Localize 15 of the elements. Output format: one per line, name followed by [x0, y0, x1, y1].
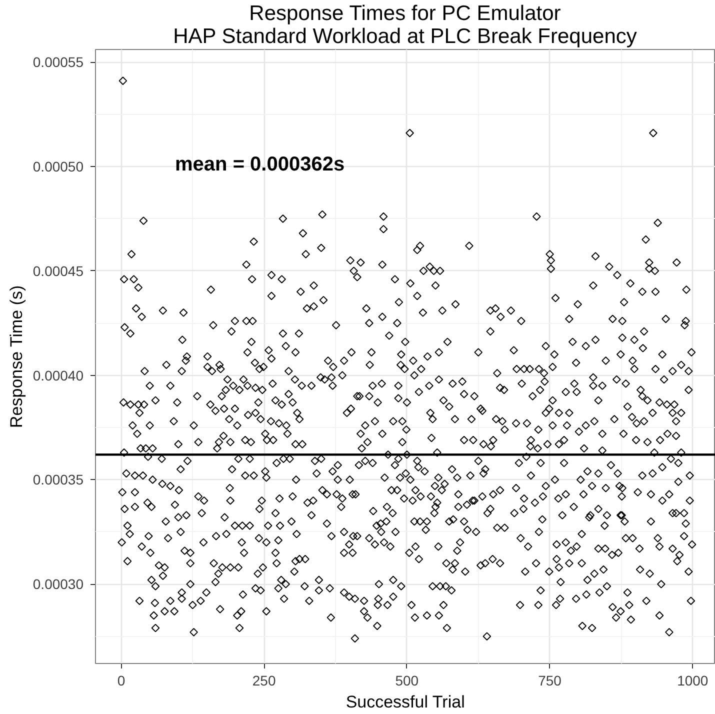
x-tick-label: 750 [538, 672, 562, 688]
y-tick-label: 0.00035 [32, 472, 84, 488]
y-tick-label: 0.00050 [32, 158, 84, 174]
y-axis-title: Response Time (s) [6, 285, 26, 428]
y-tick-label: 0.00045 [32, 262, 84, 279]
x-tick-label: 1000 [677, 672, 708, 688]
y-tick-label: 0.00040 [32, 367, 84, 384]
y-tick-label: 0.00055 [32, 54, 84, 70]
ref-line-label: mean = 0.000362s [175, 153, 345, 176]
x-tick-label: 500 [395, 672, 419, 688]
x-tick-label: 250 [252, 672, 276, 688]
x-tick-label: 0 [117, 672, 126, 688]
x-axis-title: Successful Trial [346, 692, 465, 712]
y-tick-label: 0.00030 [32, 576, 84, 592]
chart-title: Response Times for PC Emulator HAP Standard Workload at PLC Break Frequency [173, 2, 637, 48]
